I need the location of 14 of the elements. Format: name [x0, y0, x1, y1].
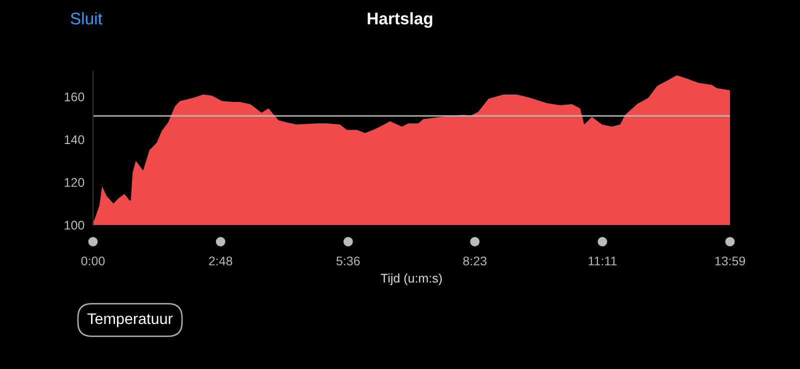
- x-tick-label: 11:11: [588, 256, 617, 266]
- y-tick-label: 160: [64, 92, 84, 102]
- x-tick-label: 0:00: [81, 256, 105, 266]
- x-tick-label: 13:59: [715, 256, 746, 266]
- x-axis-title: Tijd (u:m:s): [380, 273, 442, 286]
- text: Sluit: [70, 12, 102, 24]
- x-tick-label: 8:23: [463, 256, 486, 266]
- y-tick-label: 100: [64, 220, 84, 230]
- y-tick-label: 140: [64, 135, 84, 144]
- text: Temperatuur: [87, 313, 173, 328]
- x-tick-label: 2:48: [209, 256, 232, 266]
- chart-title: Hartslag: [368, 12, 432, 28]
- y-tick-label: 120: [64, 178, 84, 187]
- x-tick-label: 5:36: [336, 256, 360, 266]
